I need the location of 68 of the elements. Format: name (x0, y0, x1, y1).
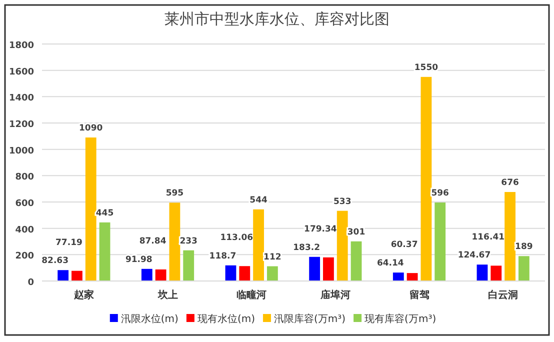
y-tick-label: 200 (15, 252, 34, 262)
data-label: 301 (347, 227, 366, 238)
data-label: 60.37 (390, 240, 418, 250)
bar (266, 266, 278, 281)
data-label: 183.2 (293, 242, 320, 253)
x-tick-label: 白云洞 (488, 289, 518, 301)
bar (392, 272, 404, 281)
bar (434, 202, 446, 281)
y-tick-label: 600 (15, 199, 34, 209)
y-tick-label: 0 (28, 278, 34, 288)
y-tick-label: 400 (15, 225, 34, 236)
bar (309, 256, 320, 281)
bar (85, 137, 96, 281)
data-label: 91.98 (125, 254, 152, 265)
data-label: 77.19 (56, 238, 82, 248)
bar (420, 76, 432, 281)
bar (141, 268, 152, 281)
bar (225, 265, 236, 281)
data-label: 233 (180, 236, 198, 246)
y-tick-label: 1200 (8, 120, 34, 130)
bar (518, 256, 530, 281)
data-label: 179.34 (304, 224, 337, 234)
data-label: 544 (250, 195, 268, 206)
x-tick-label: 庙埠河 (319, 289, 350, 301)
bar (99, 222, 110, 281)
data-label: 113.06 (220, 233, 254, 244)
bar (323, 257, 334, 281)
data-label: 1550 (414, 62, 438, 73)
bar (504, 192, 516, 281)
y-tick-label: 800 (15, 172, 34, 183)
legend-label: 汛限库容(万m³) (274, 313, 346, 325)
data-label: 124.67 (458, 250, 491, 261)
x-tick-label: 坎上 (156, 289, 178, 301)
data-label: 596 (431, 188, 450, 199)
x-tick-label: 赵家 (72, 289, 94, 301)
y-tick-label: 1800 (8, 41, 34, 51)
bar (183, 250, 194, 281)
data-label: 116.41 (472, 232, 505, 243)
bar (58, 270, 69, 281)
data-label: 112 (264, 252, 282, 262)
data-label: 87.84 (139, 236, 166, 246)
data-label: 189 (515, 242, 533, 252)
bar (350, 241, 362, 281)
legend-label: 现有水位(m) (197, 313, 256, 325)
legend-label: 汛限水位(m) (120, 313, 179, 325)
y-tick-label: 1600 (8, 67, 34, 78)
bar (72, 270, 82, 281)
x-tick-label: 临疃河 (236, 289, 267, 301)
bar (253, 209, 264, 281)
bar (239, 266, 250, 281)
bar (490, 266, 502, 281)
data-label: 64.14 (376, 258, 404, 269)
data-label: 533 (333, 196, 352, 207)
x-tick-label: 留驾 (409, 289, 430, 301)
data-label: 1090 (79, 123, 103, 134)
bar (336, 210, 348, 281)
chart-title: 莱州市中型水库水位、库容对比图 (164, 10, 390, 28)
bar (169, 202, 180, 281)
bar (406, 273, 418, 281)
data-label: 82.63 (42, 256, 69, 266)
legend-label: 现有库容(万m³) (364, 313, 436, 325)
bar (476, 264, 488, 281)
data-label: 676 (501, 178, 519, 188)
data-label: 118.7 (209, 251, 236, 262)
data-label: 595 (166, 188, 184, 199)
y-tick-label: 1400 (8, 94, 34, 104)
y-tick-label: 1000 (8, 146, 34, 156)
bar (155, 269, 166, 281)
